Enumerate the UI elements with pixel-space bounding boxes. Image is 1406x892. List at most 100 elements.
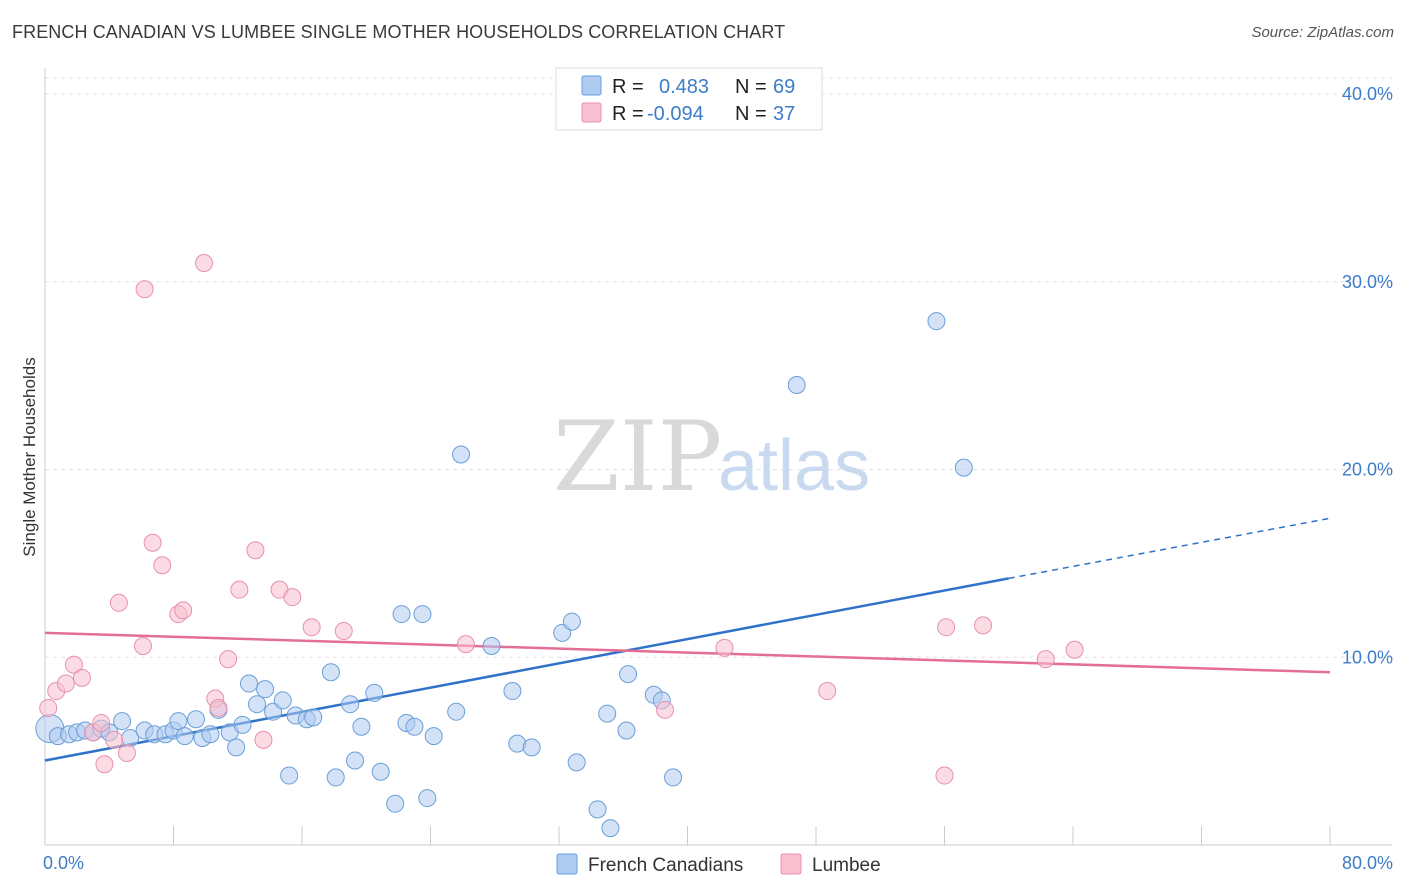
point-french-canadians-32 <box>321 663 340 682</box>
point-french-canadians-64 <box>927 312 946 331</box>
point-french-canadians-24 <box>248 695 267 714</box>
legend-n-value-1: 69 <box>773 76 795 98</box>
point-french-canadians-44 <box>418 789 437 808</box>
point-french-canadians-31 <box>304 708 323 727</box>
y-axis-label: Single Mother Households <box>20 357 39 556</box>
point-lumbee-20 <box>219 650 238 669</box>
point-french-canadians-34 <box>341 695 360 714</box>
point-lumbee-19 <box>209 698 228 717</box>
point-french-canadians-49 <box>503 682 522 701</box>
grid-lines <box>45 77 1392 658</box>
point-french-canadians-16 <box>186 710 205 729</box>
y-tick-label-3: 40.0% <box>1342 84 1393 104</box>
point-french-canadians-55 <box>588 800 607 819</box>
watermark: ZIP atlas <box>553 401 870 513</box>
point-lumbee-3 <box>64 655 83 674</box>
point-french-canadians-57 <box>598 704 617 723</box>
point-lumbee-9 <box>109 593 128 612</box>
point-french-canadians-46 <box>447 702 466 721</box>
point-french-canadians-47 <box>452 445 471 464</box>
series-label-lumbee: Lumbee <box>812 855 881 876</box>
point-lumbee-6 <box>92 713 111 732</box>
point-lumbee-2 <box>56 674 75 693</box>
point-french-canadians-40 <box>392 605 411 624</box>
y-tick-labels: 10.0% 20.0% 30.0% 40.0% <box>1342 84 1393 667</box>
point-lumbee-29 <box>656 700 675 719</box>
point-lumbee-7 <box>95 755 114 774</box>
point-french-canadians-37 <box>365 683 384 702</box>
legend-r-label-1: R = <box>612 76 644 98</box>
point-french-canadians-48 <box>482 636 501 655</box>
watermark-zip: ZIP <box>553 401 722 513</box>
point-lumbee-33 <box>937 618 956 637</box>
x-tick-labels: 0.0% 80.0% <box>43 853 1393 873</box>
legend-r-value-2: -0.094 <box>647 103 704 125</box>
point-french-canadians-59 <box>619 665 638 684</box>
point-lumbee-0 <box>39 698 58 717</box>
point-french-canadians-58 <box>617 721 636 740</box>
point-french-canadians-45 <box>424 727 443 746</box>
point-lumbee-14 <box>153 556 172 575</box>
point-lumbee-22 <box>246 541 265 560</box>
point-french-canadians-27 <box>273 691 292 710</box>
point-french-canadians-65 <box>954 458 973 477</box>
point-french-canadians-42 <box>405 717 424 736</box>
point-french-canadians-39 <box>386 794 405 813</box>
point-french-canadians-62 <box>664 768 683 787</box>
point-lumbee-21 <box>230 580 249 599</box>
point-french-canadians-8 <box>113 712 132 731</box>
x-tick-label-0: 0.0% <box>43 853 84 873</box>
point-lumbee-17 <box>195 253 214 272</box>
point-french-canadians-22 <box>233 715 252 734</box>
point-lumbee-27 <box>334 621 353 640</box>
point-french-canadians-18 <box>201 725 220 744</box>
point-french-canadians-53 <box>562 612 581 631</box>
point-lumbee-13 <box>143 533 162 552</box>
x-tick-label-1: 80.0% <box>1342 853 1393 873</box>
point-french-canadians-38 <box>371 762 390 781</box>
point-lumbee-11 <box>133 636 152 655</box>
point-lumbee-26 <box>302 618 321 637</box>
point-lumbee-16 <box>174 601 193 620</box>
point-french-canadians-33 <box>326 768 345 787</box>
point-french-canadians-54 <box>567 753 586 772</box>
watermark-atlas: atlas <box>718 426 870 506</box>
legend-n-label-2: N = <box>735 103 767 125</box>
point-lumbee-36 <box>1065 640 1084 659</box>
source-label: Source: ZipAtlas.com <box>1251 24 1394 41</box>
legend-n-label-1: N = <box>735 76 767 98</box>
point-french-canadians-63 <box>787 376 806 395</box>
series-swatch-french-canadians <box>556 853 578 875</box>
point-french-canadians-15 <box>175 727 194 746</box>
series-swatch-lumbee <box>780 853 802 875</box>
point-french-canadians-23 <box>239 674 258 693</box>
point-lumbee-28 <box>456 635 475 654</box>
legend-r-label-2: R = <box>612 103 644 125</box>
point-french-canadians-51 <box>522 738 541 757</box>
point-lumbee-31 <box>818 682 837 701</box>
trendline-lumbee <box>44 631 1331 674</box>
legend-r-value-1: 0.483 <box>659 76 709 98</box>
data-points <box>35 253 1084 838</box>
y-tick-label-2: 30.0% <box>1342 272 1393 292</box>
series-label-french-canadians: French Canadians <box>588 855 743 876</box>
point-french-canadians-25 <box>256 680 275 699</box>
point-french-canadians-28 <box>280 766 299 785</box>
point-french-canadians-21 <box>227 738 246 757</box>
point-lumbee-8 <box>105 730 124 749</box>
point-lumbee-30 <box>715 638 734 657</box>
point-french-canadians-35 <box>346 751 365 770</box>
point-french-canadians-36 <box>352 717 371 736</box>
point-lumbee-10 <box>117 744 136 763</box>
point-lumbee-4 <box>72 668 91 687</box>
point-lumbee-12 <box>135 280 154 299</box>
legend-swatch-lumbee <box>581 102 602 123</box>
point-lumbee-23 <box>254 730 273 749</box>
y-tick-label-1: 20.0% <box>1342 460 1393 480</box>
y-tick-label-0: 10.0% <box>1342 647 1393 667</box>
stats-legend: R = 0.483 N = 69 R = -0.094 N = 37 <box>555 67 823 131</box>
point-french-canadians-56 <box>601 819 620 838</box>
point-lumbee-34 <box>974 616 993 635</box>
point-lumbee-32 <box>935 766 954 785</box>
